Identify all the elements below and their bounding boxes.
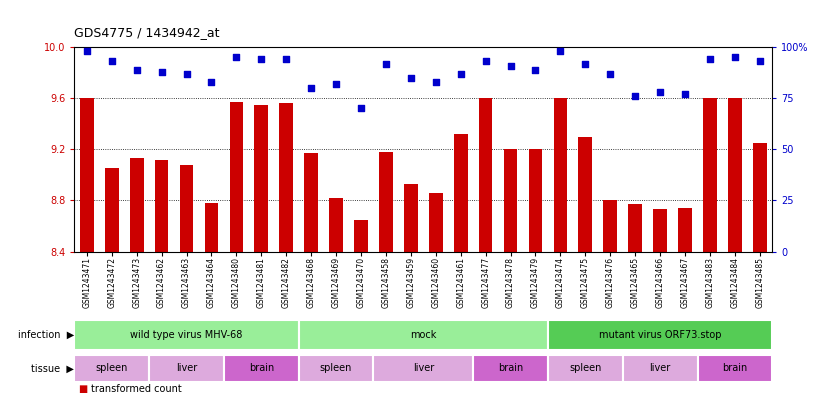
Text: ■: ■ (78, 384, 88, 393)
Bar (529, 149, 543, 252)
Bar (105, 169, 119, 252)
Text: brain: brain (249, 364, 274, 373)
Bar (150, 355, 224, 382)
Bar (453, 134, 468, 252)
Bar (74, 320, 299, 350)
Bar (548, 355, 623, 382)
Point (753, 58, 767, 64)
Point (230, 54, 243, 61)
Point (155, 68, 169, 75)
Bar (279, 103, 293, 252)
Text: mock: mock (411, 330, 436, 340)
Bar (330, 198, 343, 252)
Point (504, 62, 517, 69)
Bar (224, 355, 299, 382)
Bar (74, 355, 150, 382)
Text: brain: brain (498, 364, 523, 373)
Bar (299, 355, 373, 382)
Bar (578, 136, 592, 252)
Point (130, 66, 143, 73)
Point (704, 56, 717, 62)
Bar (653, 209, 667, 252)
Bar (429, 193, 443, 252)
Bar (703, 98, 717, 252)
Bar (205, 203, 218, 252)
Text: brain: brain (722, 364, 748, 373)
Bar (299, 320, 548, 350)
Bar (629, 204, 642, 252)
Text: transformed count: transformed count (91, 384, 182, 393)
Bar (180, 165, 193, 252)
Point (80, 48, 93, 54)
Point (479, 58, 492, 64)
Text: liver: liver (413, 364, 434, 373)
Bar (154, 160, 169, 252)
Bar (354, 220, 368, 252)
Text: liver: liver (649, 364, 671, 373)
Point (354, 105, 368, 112)
Point (105, 58, 118, 64)
Point (529, 66, 542, 73)
Point (330, 81, 343, 87)
Bar (479, 98, 492, 252)
Bar (623, 355, 697, 382)
Bar (230, 102, 243, 252)
Point (653, 89, 667, 95)
Text: spleen: spleen (569, 364, 601, 373)
Point (205, 79, 218, 85)
Bar (753, 143, 767, 252)
Point (305, 85, 318, 91)
Point (430, 79, 443, 85)
Text: tissue  ▶: tissue ▶ (31, 364, 74, 373)
Point (678, 91, 691, 97)
Point (379, 61, 392, 67)
Text: mutant virus ORF73.stop: mutant virus ORF73.stop (599, 330, 721, 340)
Point (604, 71, 617, 77)
Bar (473, 355, 548, 382)
Text: infection  ▶: infection ▶ (18, 330, 74, 340)
Point (454, 71, 468, 77)
Bar (80, 98, 93, 252)
Bar (553, 98, 567, 252)
Point (404, 75, 417, 81)
Bar (254, 105, 268, 252)
Bar (697, 355, 772, 382)
Bar (130, 158, 144, 252)
Bar (548, 320, 772, 350)
Bar (379, 152, 393, 252)
Bar (373, 355, 473, 382)
Bar (504, 149, 517, 252)
Point (254, 56, 268, 62)
Bar (678, 208, 692, 252)
Text: GDS4775 / 1434942_at: GDS4775 / 1434942_at (74, 26, 220, 39)
Bar (304, 153, 318, 252)
Point (280, 56, 293, 62)
Text: liver: liver (176, 364, 197, 373)
Text: spleen: spleen (320, 364, 352, 373)
Point (729, 54, 742, 61)
Bar (604, 200, 617, 252)
Text: spleen: spleen (96, 364, 128, 373)
Point (180, 71, 193, 77)
Point (579, 61, 592, 67)
Text: wild type virus MHV-68: wild type virus MHV-68 (131, 330, 243, 340)
Point (553, 48, 567, 54)
Point (629, 93, 642, 99)
Bar (728, 98, 742, 252)
Bar (404, 184, 418, 252)
